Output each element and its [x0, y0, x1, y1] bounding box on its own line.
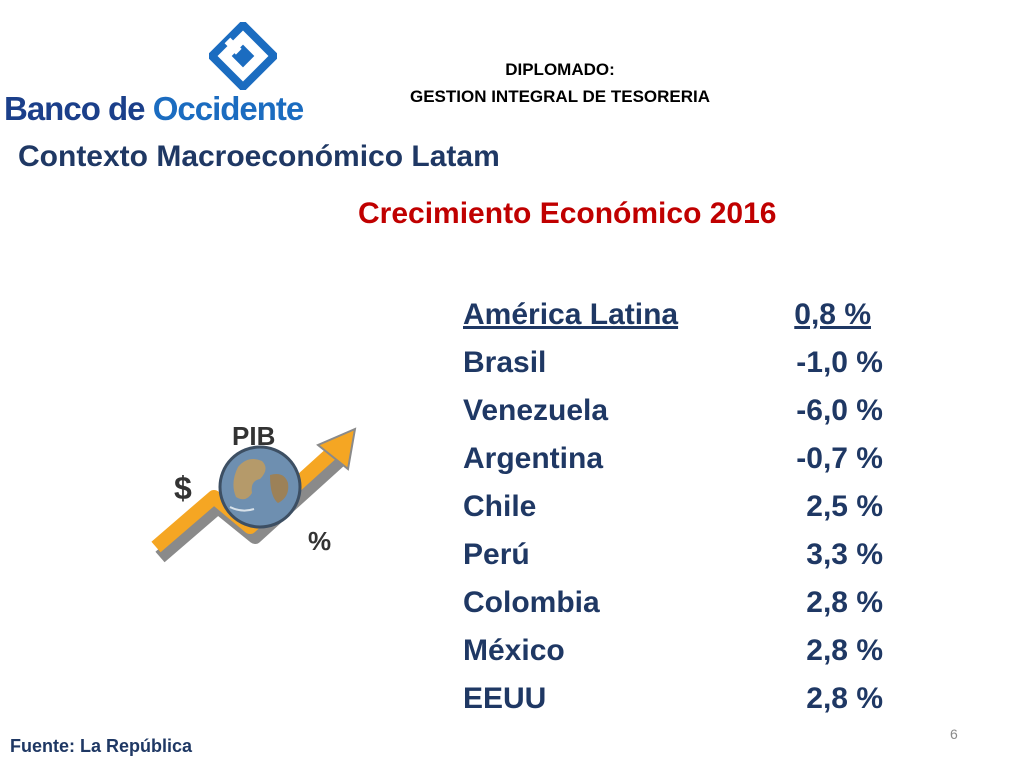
table-row: Brasil -1,0 % — [463, 339, 883, 387]
globe-icon — [218, 445, 302, 529]
percent-label: % — [308, 526, 331, 556]
growth-value: 2,8 % — [806, 682, 883, 715]
growth-value: 3,3 % — [806, 538, 883, 571]
growth-value: 0,8 % — [794, 298, 871, 331]
pib-label: PIB — [232, 421, 275, 451]
course-header: DIPLOMADO: GESTION INTEGRAL DE TESORERIA — [350, 56, 770, 110]
bank-logo: Banco de Occidente — [4, 20, 304, 127]
table-row: Argentina -0,7 % — [463, 435, 883, 483]
course-header-line1: DIPLOMADO: — [505, 60, 615, 79]
course-header-line2: GESTION INTEGRAL DE TESORERIA — [409, 87, 711, 106]
table-row: Chile 2,5 % — [463, 483, 883, 531]
country-label: Argentina — [463, 442, 604, 475]
table-row: Colombia 2,8 % — [463, 579, 883, 627]
country-label: Chile — [463, 490, 537, 523]
country-label: Colombia — [463, 586, 600, 619]
table-row: Perú 3,3 % — [463, 531, 883, 579]
sub-title: Crecimiento Económico 2016 — [358, 197, 777, 230]
pib-growth-illustration: PIB $ % — [151, 421, 357, 563]
dollar-label: $ — [174, 470, 192, 506]
source-note: Fuente: La República — [10, 736, 193, 756]
growth-value: 2,5 % — [806, 490, 883, 523]
page-number: 6 — [950, 726, 958, 742]
bank-logo-text-accent: Occidente — [152, 90, 305, 127]
table-row: México 2,8 % — [463, 627, 883, 675]
growth-value: 2,8 % — [806, 586, 883, 619]
bank-logo-icon — [209, 22, 277, 90]
country-label: Venezuela — [463, 394, 609, 427]
bank-logo-text: Banco de Occidente — [4, 90, 305, 128]
growth-value: 2,8 % — [806, 634, 883, 667]
country-label: EEUU — [463, 682, 547, 715]
bank-logo-text-main: Banco de — [4, 90, 153, 127]
growth-value: -1,0 % — [796, 346, 883, 379]
country-label: América Latina — [463, 298, 679, 331]
section-title: Contexto Macroeconómico Latam — [18, 140, 500, 173]
country-label: Brasil — [463, 346, 547, 379]
growth-value: -0,7 % — [796, 442, 883, 475]
table-row: Venezuela -6,0 % — [463, 387, 883, 435]
country-label: México — [463, 634, 565, 667]
growth-table: América Latina 0,8 % Brasil -1,0 % Venez… — [463, 291, 883, 723]
table-row: EEUU 2,8 % — [463, 675, 883, 723]
growth-value: -6,0 % — [796, 394, 883, 427]
country-label: Perú — [463, 538, 530, 571]
table-row: América Latina 0,8 % — [463, 291, 871, 339]
